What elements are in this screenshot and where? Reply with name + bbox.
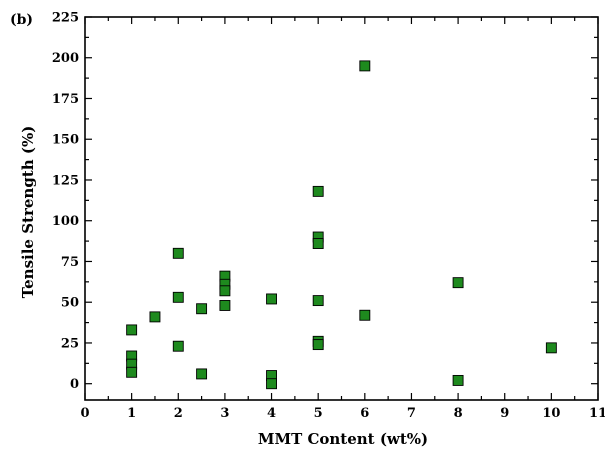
x-tick-label: 7 xyxy=(407,406,416,421)
x-tick-label: 11 xyxy=(589,406,605,421)
data-point xyxy=(312,238,324,249)
data-point xyxy=(545,342,557,354)
y-tick-label: 200 xyxy=(52,51,79,66)
data-point xyxy=(149,311,161,323)
y-tick-label: 25 xyxy=(61,336,79,351)
data-point xyxy=(452,277,464,289)
data-point xyxy=(172,247,184,259)
x-tick-label: 2 xyxy=(174,406,183,421)
data-point xyxy=(312,295,324,307)
y-tick-label: 125 xyxy=(52,173,79,188)
x-tick-label: 6 xyxy=(360,406,369,421)
y-tick-label: 50 xyxy=(61,296,79,311)
x-axis-title: MMT Content (wt%) xyxy=(258,430,428,448)
data-point xyxy=(266,293,277,305)
data-point xyxy=(172,340,184,352)
y-tick-label: 75 xyxy=(61,255,79,270)
plot-frame xyxy=(84,16,599,401)
data-point xyxy=(219,285,231,297)
data-point xyxy=(172,291,184,303)
y-tick-label: 150 xyxy=(52,133,79,148)
data-point xyxy=(219,300,231,311)
x-tick-label: 8 xyxy=(454,406,463,421)
x-tick-label: 10 xyxy=(542,406,560,421)
x-tick-label: 4 xyxy=(267,406,276,421)
y-tick-label: 225 xyxy=(52,11,79,26)
x-tick-label: 1 xyxy=(127,406,136,421)
y-axis-title: Tensile Strength (%) xyxy=(19,126,37,299)
data-point xyxy=(266,378,277,390)
data-point xyxy=(312,185,324,197)
y-tick-label: 175 xyxy=(52,92,79,107)
plot-axes: 0 1 2 3 4 5 6 7 8 9 10 11 0 25 50 75 100 125 150 175 200 225 xyxy=(52,11,605,422)
data-point xyxy=(452,374,464,386)
y-tick-label: 100 xyxy=(52,214,79,229)
data-point xyxy=(196,368,208,380)
y-tick-label: 0 xyxy=(70,377,79,392)
data-point xyxy=(126,366,138,378)
x-tick-label: 0 xyxy=(80,406,89,421)
data-point xyxy=(196,303,208,315)
data-point xyxy=(359,309,371,321)
data-points xyxy=(126,60,557,390)
data-point xyxy=(126,324,138,336)
data-point xyxy=(312,339,324,351)
x-tick-label: 3 xyxy=(220,406,229,421)
data-point xyxy=(359,60,371,72)
panel-label: (b) xyxy=(10,12,33,28)
x-tick-label: 9 xyxy=(500,406,509,421)
x-tick-label: 5 xyxy=(314,406,323,421)
